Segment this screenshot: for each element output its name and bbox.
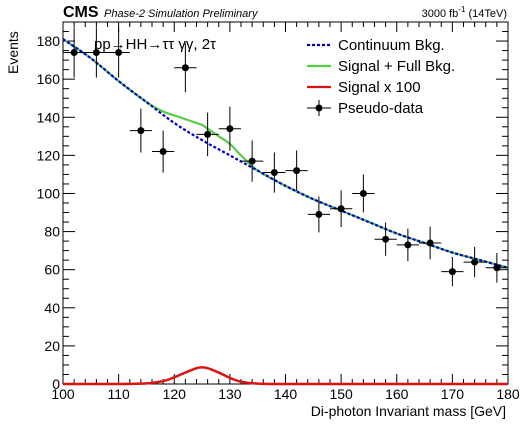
- x-tick-label: 130: [218, 386, 242, 402]
- data-point-marker: [359, 189, 367, 197]
- data-point: [330, 190, 353, 227]
- data-point: [152, 130, 175, 173]
- data-point: [352, 174, 375, 213]
- data-point: [485, 252, 508, 283]
- x-tick-label: 180: [496, 386, 520, 402]
- data-point-marker: [337, 205, 345, 213]
- data-point-marker: [293, 167, 301, 175]
- data-point: [63, 27, 86, 78]
- y-tick-labels: 0 20 40 60 80 100 120 140 160 180: [37, 33, 61, 392]
- data-point-marker: [426, 239, 434, 247]
- x-tick-label: 160: [385, 386, 409, 402]
- x-tick-label: 120: [163, 386, 187, 402]
- y-tick-label: 0: [52, 376, 60, 392]
- data-point: [463, 246, 486, 278]
- y-tick-label: 180: [37, 33, 61, 49]
- plot-frame: [62, 21, 509, 385]
- data-point: [218, 106, 241, 151]
- data-point: [263, 152, 286, 193]
- y-tick-label: 120: [37, 147, 61, 163]
- legend: Continuum Bkg. Signal + Full Bkg. Signal…: [307, 37, 455, 117]
- data-point: [374, 222, 397, 256]
- data-point-marker: [92, 48, 100, 56]
- x-tick-label: 140: [274, 386, 298, 402]
- data-point-marker: [159, 148, 167, 156]
- data-point-marker: [226, 125, 234, 133]
- data-point: [419, 226, 442, 260]
- data-point-marker: [181, 64, 189, 72]
- x-tick-labels: 100 110 120 130 140 150 160 170 180: [51, 386, 520, 402]
- data-point: [196, 112, 219, 157]
- x-tick-label: 150: [329, 386, 353, 402]
- y-tick-label: 80: [44, 224, 60, 240]
- x-tick-label: 110: [107, 386, 130, 402]
- data-point-marker: [382, 235, 390, 243]
- data-point-marker: [248, 157, 256, 165]
- y-tick-label: 40: [44, 300, 60, 316]
- x-axis-title: Di-photon Invariant mass [GeV]: [311, 403, 506, 419]
- data-point: [396, 228, 419, 262]
- status-label: Phase-2 Simulation Preliminary: [104, 8, 259, 20]
- y-tick-label: 140: [37, 109, 61, 125]
- process-label: pp→HH→ττ γγ, 2τ: [94, 36, 216, 53]
- data-point-marker: [137, 127, 145, 135]
- legend-swatch-data-marker: [315, 104, 323, 112]
- data-point-marker: [448, 268, 456, 276]
- data-point: [174, 43, 197, 93]
- data-point: [85, 27, 108, 78]
- legend-label-continuum: Continuum Bkg.: [338, 37, 445, 54]
- legend-label-signal: Signal x 100: [338, 79, 421, 96]
- data-point-marker: [471, 258, 479, 266]
- data-point-marker: [115, 48, 123, 56]
- data-point-marker: [493, 264, 501, 272]
- data-point-marker: [70, 48, 78, 56]
- data-point: [241, 140, 264, 182]
- experiment-label: CMS: [63, 4, 99, 21]
- y-axis-title: Events: [5, 31, 21, 74]
- signal-x100-curve: [62, 366, 508, 386]
- data-point: [129, 108, 152, 153]
- continuum-bkg-curve: [62, 38, 509, 269]
- data-point-marker: [270, 169, 278, 177]
- legend-label-data: Pseudo-data: [338, 100, 424, 117]
- legend-label-signal-full: Signal + Full Bkg.: [338, 58, 455, 75]
- data-point-marker: [315, 210, 323, 218]
- data-point: [107, 27, 130, 78]
- y-tick-label: 160: [37, 71, 61, 87]
- x-tick-label: 100: [51, 386, 75, 402]
- data-point: [307, 196, 330, 233]
- pseudo-data-points: [63, 27, 508, 287]
- y-tick-label: 100: [37, 185, 61, 201]
- x-tick-label: 170: [441, 386, 465, 402]
- data-point: [285, 150, 308, 191]
- data-point-marker: [204, 130, 212, 138]
- y-tick-label: 20: [44, 338, 60, 354]
- y-tick-label: 60: [44, 262, 60, 278]
- data-point: [441, 256, 464, 287]
- data-point-marker: [404, 241, 412, 249]
- axis-ticks: [62, 21, 509, 385]
- luminosity-label: 3000 fb-1 (14TeV): [422, 5, 507, 20]
